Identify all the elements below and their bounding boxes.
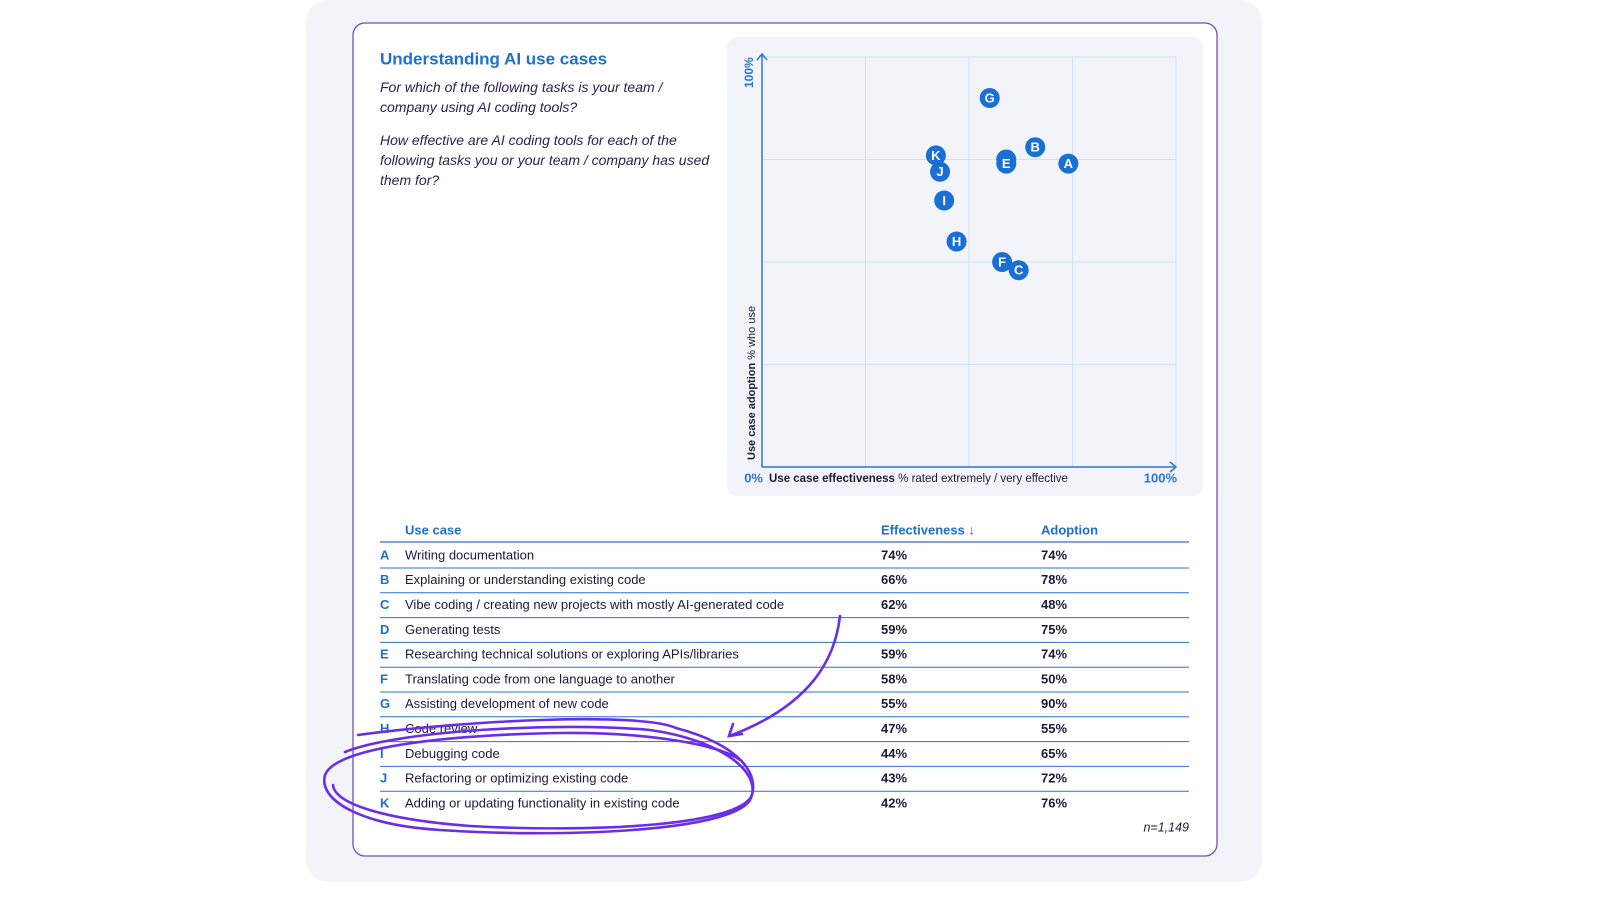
x-axis-title: Use case effectiveness (769, 473, 895, 485)
row-name: Adding or updating functionality in exis… (405, 795, 680, 810)
x-axis-label: Use case effectiveness % rated extremely… (769, 473, 1068, 485)
row-adoption: 50% (1041, 671, 1067, 686)
point-label: H (952, 234, 961, 249)
row-letter: F (380, 671, 388, 686)
row-adoption: 65% (1041, 746, 1067, 761)
row-name: Assisting development of new code (405, 696, 609, 711)
row-effectiveness: 59% (881, 622, 907, 637)
x-axis-note: % rated extremely / very effective (898, 473, 1068, 485)
row-letter: C (380, 597, 390, 612)
x-tick-label: 100% (1144, 470, 1178, 485)
row-letter: J (380, 771, 387, 786)
point-label: A (1064, 156, 1074, 171)
row-effectiveness: 59% (881, 647, 907, 662)
row-adoption: 72% (1041, 771, 1067, 786)
question-2: How effective are AI coding tools for ea… (380, 132, 710, 188)
row-letter: K (380, 795, 390, 810)
annotation-arrowhead (727, 722, 744, 738)
row-name: Vibe coding / creating new projects with… (405, 597, 784, 612)
row-name: Researching technical solutions or explo… (405, 647, 739, 662)
column-header: Use case (405, 522, 461, 537)
row-effectiveness: 47% (881, 721, 907, 736)
point (979, 88, 1000, 108)
annotation-arrow (730, 614, 842, 737)
point (925, 145, 946, 166)
row-effectiveness: 55% (881, 696, 907, 711)
point-label: B (1031, 140, 1040, 155)
row-letter: B (380, 572, 389, 587)
row-name: Refactoring or optimizing existing code (405, 771, 628, 786)
point (934, 190, 955, 211)
point (1008, 260, 1029, 281)
annotation (322, 614, 842, 835)
row-effectiveness: 42% (881, 795, 907, 810)
x-tick-label: 0% (744, 470, 763, 485)
row-effectiveness: 66% (881, 572, 907, 587)
row-adoption: 78% (1041, 572, 1067, 587)
row-name: Explaining or understanding existing cod… (405, 572, 646, 587)
row-adoption: 48% (1041, 597, 1067, 612)
point (946, 231, 967, 252)
row-effectiveness: 58% (881, 671, 907, 686)
y-axis-label: Use case adoption % who use (746, 306, 758, 460)
row-effectiveness: 62% (881, 597, 907, 612)
point (1025, 137, 1046, 158)
row-name: Generating tests (405, 622, 501, 637)
row-effectiveness: 74% (881, 547, 907, 562)
point-label: F (998, 254, 1006, 269)
y-axis-note: % who use (746, 306, 758, 360)
row-adoption: 55% (1041, 721, 1067, 736)
column-header: Adoption (1041, 522, 1098, 537)
chart-title: Understanding AI use cases (380, 49, 607, 68)
y-axis-title: Use case adoption (746, 363, 758, 460)
annotation-ellipse (322, 717, 755, 835)
column-header: Effectiveness ↓ (881, 522, 975, 537)
point (992, 252, 1013, 272)
question-1: For which of the following tasks is your… (380, 79, 663, 115)
y-axis-arrow (756, 52, 768, 61)
row-effectiveness: 44% (881, 746, 907, 761)
row-letter: D (380, 622, 389, 637)
row-letter: H (380, 721, 389, 736)
row-adoption: 90% (1041, 696, 1067, 711)
row-adoption: 75% (1041, 622, 1067, 637)
y-tick-label: 100% (742, 57, 756, 88)
row-adoption: 76% (1041, 795, 1067, 810)
plot-bg (727, 37, 1203, 496)
point (930, 161, 951, 182)
row-letter: E (380, 647, 389, 662)
row-name: Debugging code (405, 746, 500, 761)
point-label: E (1002, 156, 1011, 171)
row-name: Translating code from one language to an… (405, 671, 675, 686)
row-adoption: 74% (1041, 647, 1067, 662)
point-label: G (985, 90, 995, 105)
row-letter: G (380, 696, 390, 711)
point (1058, 153, 1079, 174)
point-label: C (1014, 263, 1024, 278)
row-adoption: 74% (1041, 547, 1067, 562)
row-effectiveness: 43% (881, 771, 907, 786)
x-axis-arrow (1169, 461, 1178, 473)
point-label: J (936, 164, 943, 179)
point-label: I (942, 193, 946, 208)
row-letter: A (380, 547, 390, 562)
point-label: K (931, 148, 941, 163)
point (996, 153, 1017, 174)
row-letter: I (380, 746, 384, 761)
annotation-ellipse-2 (331, 725, 754, 830)
sample-note: n=1,149 (1143, 820, 1189, 834)
row-name: Writing documentation (405, 547, 534, 562)
